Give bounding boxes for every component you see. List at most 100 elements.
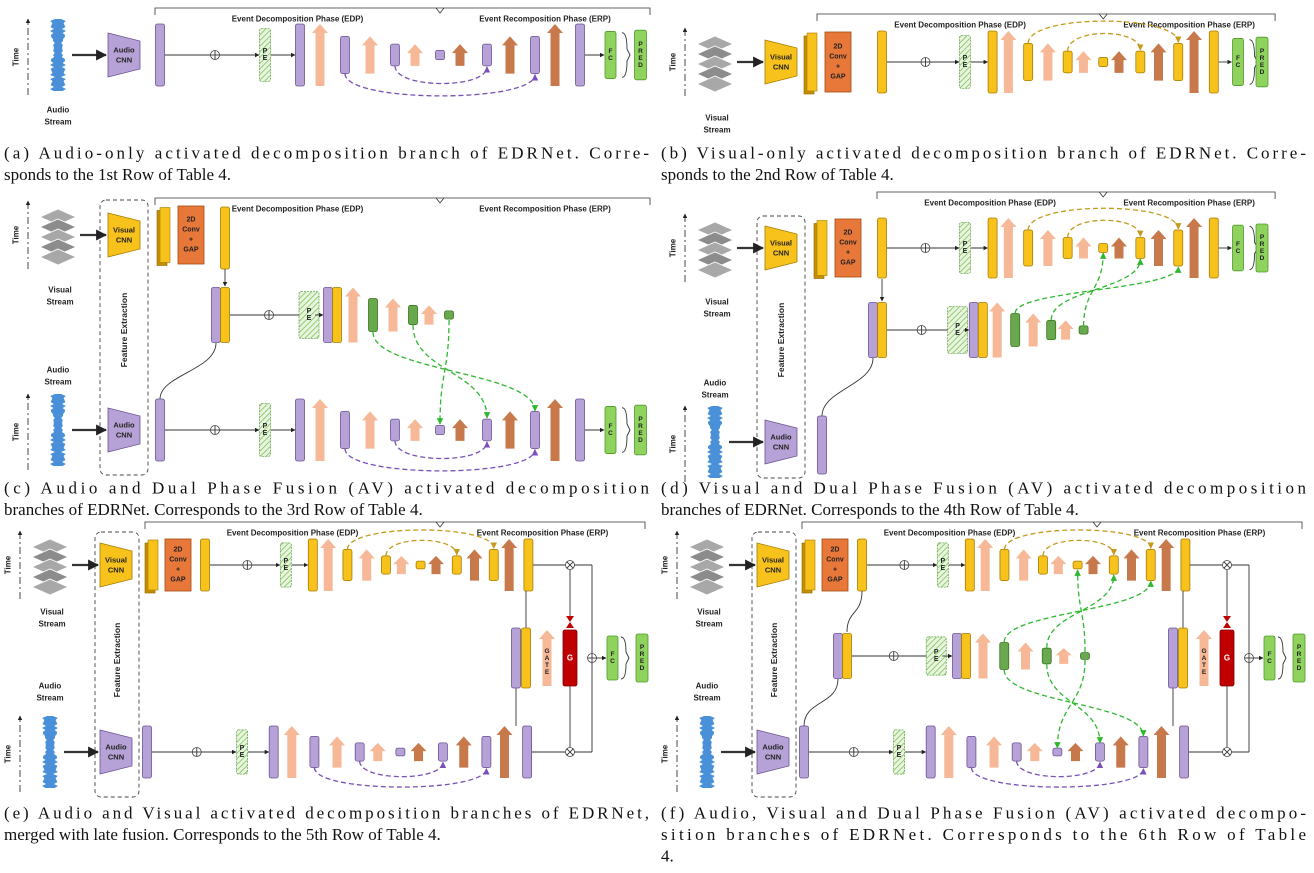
stream-label: Stream [701,391,728,400]
feature-block [309,735,320,768]
scale-arrow [1057,320,1074,340]
pe-label: PE [939,558,946,572]
scale-arrow [1150,43,1167,81]
video-frame [696,75,734,93]
pred-label: PRED [639,644,646,672]
erp-label: Event Recomposition Phase (ERP) [1123,199,1255,208]
fc-block [1263,635,1276,681]
phase-bracket [154,197,651,205]
scale-arrow [358,549,375,581]
feature-block [1180,538,1191,592]
feature-block [444,310,454,320]
scale-arrow [496,726,513,778]
skip-connection [313,767,490,788]
feature-block [877,30,887,94]
feature-block [1062,50,1073,74]
stream-label: Visual [48,286,71,295]
feature-block [1208,217,1219,279]
feature-block [332,287,342,343]
cnn-block [764,419,798,465]
stream-label: Stream [36,694,63,703]
fc-label: FC [1266,651,1273,665]
feature-block [817,415,827,475]
feature-extraction-box [756,215,806,479]
scale-arrow [1050,555,1067,575]
caption-line: sponds to the 1st Row of Table 4. [4,165,231,184]
panel-b: Event Decomposition Phase (EDP) Event Rec… [669,13,1276,135]
feature-extraction-label: Feature Extraction [769,623,779,698]
stream-label: Stream [703,310,730,319]
visual-feature [159,207,171,263]
feature-block [295,398,305,462]
panel-f: Event Decomposition Phase (EDP) Event Rec… [661,521,1306,798]
edp-label: Event Decomposition Phase (EDP) [884,529,1016,538]
feature-block [1046,319,1057,341]
pred-block [635,633,649,683]
fc-label: FC [1235,55,1242,69]
feature-block [307,538,318,592]
feature-block [415,560,426,570]
conv-label: GAP [840,260,856,267]
stream-label: Stream [695,620,722,629]
cnn-block [99,729,133,775]
scale-arrow [428,555,444,575]
caption-line: sponds to the 2nd Row of Table 4. [661,165,894,184]
feature-block [523,538,534,592]
feature-block [966,735,977,768]
feature-block [1095,742,1105,762]
pe-label: PE [961,241,968,255]
skip-connection [1067,32,1144,52]
conv-block [821,538,849,592]
caption-line: (f) Audio, Visual and Dual Phase Fusion … [661,804,1306,823]
feature-block [211,287,221,343]
time-label: Time [669,238,678,257]
cnn-label: CNN [108,753,124,762]
feature-extraction-label: Feature Extraction [776,303,786,378]
scale-arrow [1055,648,1072,664]
scale-arrow [1075,237,1092,259]
fusion-connection [1014,266,1182,314]
fc-label: FC [607,48,614,62]
caption-line: (e) Audio and Visual activated decomposi… [4,804,649,823]
fusion-connection [1074,569,1086,653]
caption-line: (c) Audio and Dual Phase Fusion (AV) act… [4,479,649,498]
conv-label: Conv [169,557,187,564]
feature-block [877,302,887,358]
scale-arrow [1000,218,1017,278]
fc-block [606,635,619,681]
stream-label: Audio [39,682,62,691]
feature-block [481,735,492,768]
pred-block [1292,633,1306,683]
pe-label: PE [961,55,968,69]
scale-arrow [407,419,423,441]
fusion-connection [1003,580,1154,643]
feature-block [438,742,448,762]
cnn-label: Audio [113,46,135,55]
feature-block [488,548,499,582]
pe-label: PE [262,423,269,437]
gate-g-label: G [567,654,573,663]
conv-label: GAP [170,577,186,584]
conv-block [177,205,205,265]
conv-label: Conv [839,240,857,247]
feature-block [268,725,279,779]
pe-block [925,636,947,676]
connector [846,590,863,633]
feature-block [1023,43,1034,82]
pred-label: PRED [1259,48,1266,76]
pred-block [634,404,647,456]
caption-line: (a) Audio-only activated decomposition b… [4,144,649,163]
pred-label: PRED [1296,644,1303,672]
cnn-label: Visual [770,53,792,62]
skip-connection [344,73,539,97]
scale-arrow [283,726,300,778]
scale-arrow [1150,230,1167,266]
fusion-connection [1003,669,1147,737]
skip-connection [1016,760,1104,778]
feature-block [1208,30,1219,94]
pe-block [893,729,905,775]
scale-arrow [410,742,427,762]
